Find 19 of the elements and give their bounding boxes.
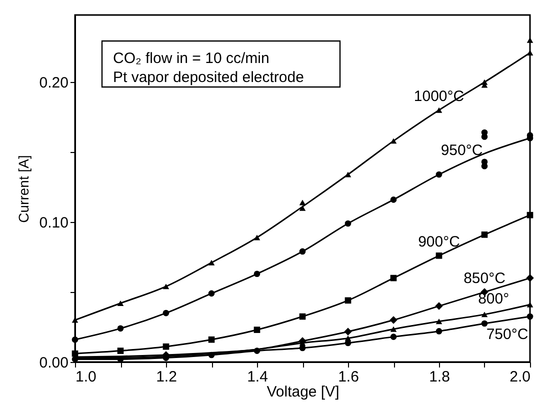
x-tick-label: 1.8 [429, 368, 450, 386]
y-axis-title: Current [A] [15, 155, 32, 223]
y-tick-label: 0.00 [39, 354, 68, 372]
annotation: 750°C [486, 326, 528, 344]
x-tick-label: 1.0 [76, 368, 96, 386]
annotation: 950°C [440, 142, 483, 160]
annotation: 1000°C [414, 88, 464, 106]
annotation: 900°C [418, 234, 460, 251]
annotation: 850°C [464, 270, 506, 288]
annotation: 800° [478, 290, 510, 308]
x-tick-label: 1.4 [247, 368, 268, 386]
x-tick-label: 1.6 [338, 368, 359, 386]
annotation: CO₂ flow in = 10 cc/min [113, 50, 270, 67]
y-tick-label: 0.10 [39, 214, 68, 232]
annotation: Pt vapor deposited electrode [113, 69, 304, 86]
x-tick-label: 2.0 [510, 368, 530, 386]
y-tick-label: 0.20 [39, 74, 68, 92]
x-tick-label: 1.2 [156, 368, 177, 386]
x-axis-title: Voltage [V] [266, 384, 340, 400]
